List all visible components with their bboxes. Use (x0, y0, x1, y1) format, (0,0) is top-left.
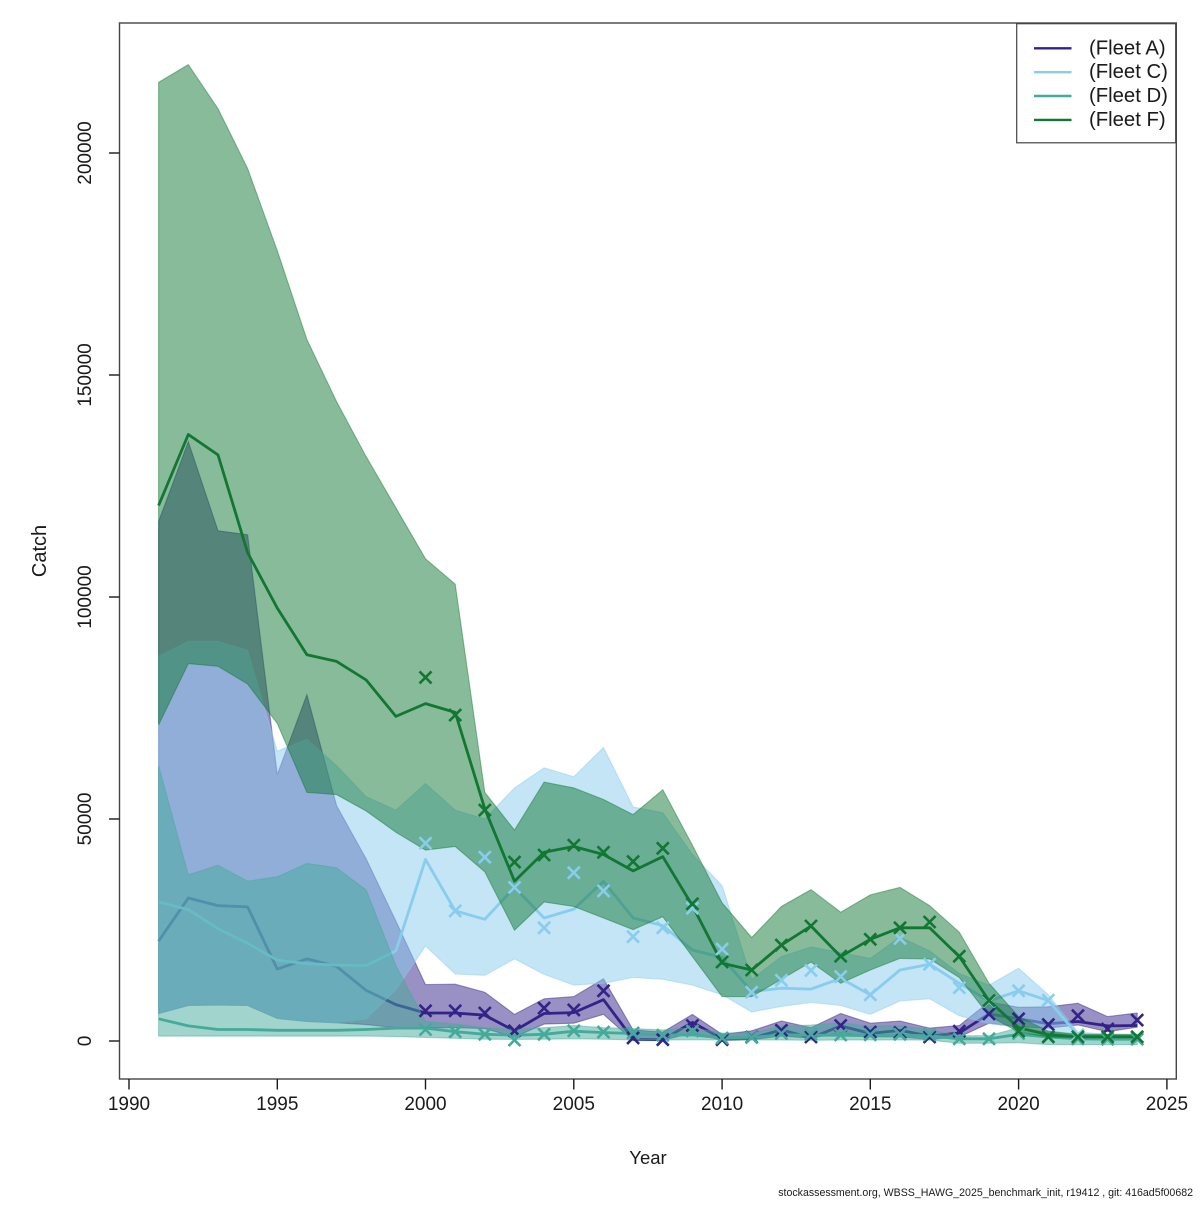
svg-text:150000: 150000 (75, 343, 96, 406)
svg-text:0: 0 (75, 1036, 96, 1047)
svg-text:Year: Year (629, 1147, 666, 1168)
svg-text:2000: 2000 (404, 1094, 446, 1115)
svg-text:50000: 50000 (75, 793, 96, 846)
svg-text:100000: 100000 (75, 565, 96, 628)
svg-text:(Fleet C): (Fleet C) (1089, 61, 1168, 83)
svg-text:1995: 1995 (256, 1094, 298, 1115)
svg-text:stockassessment.org, WBSS_HAWG: stockassessment.org, WBSS_HAWG_2025_benc… (778, 1187, 1193, 1199)
svg-text:2020: 2020 (997, 1094, 1039, 1115)
svg-text:1990: 1990 (108, 1094, 150, 1115)
svg-text:2015: 2015 (849, 1094, 891, 1115)
svg-text:2010: 2010 (701, 1094, 743, 1115)
svg-text:Catch: Catch (29, 525, 51, 577)
svg-text:2025: 2025 (1146, 1094, 1188, 1115)
svg-text:200000: 200000 (75, 121, 96, 184)
svg-text:(Fleet D): (Fleet D) (1089, 85, 1168, 107)
svg-text:(Fleet A): (Fleet A) (1089, 37, 1166, 59)
svg-text:(Fleet F): (Fleet F) (1089, 109, 1166, 131)
svg-text:2005: 2005 (553, 1094, 595, 1115)
